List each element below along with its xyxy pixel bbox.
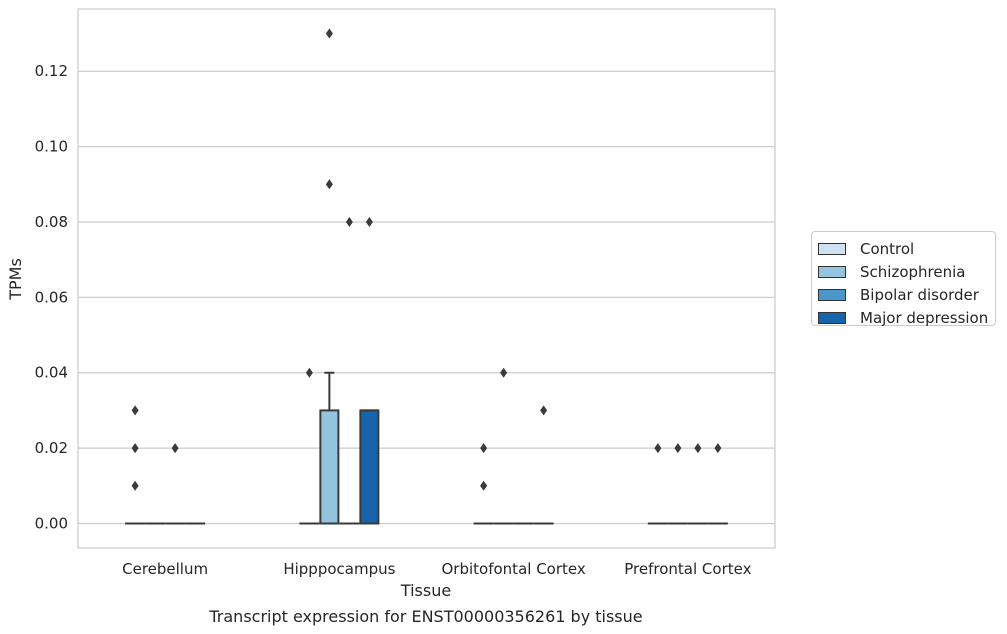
x-tick-labels: Cerebellum Hipppocampus Orbitofontal Corte… [122, 560, 751, 578]
box-body [319, 409, 340, 525]
outlier-point [171, 443, 179, 454]
legend-label: Control [860, 239, 915, 258]
box-major-depression [707, 443, 728, 525]
outlier-point [674, 443, 682, 454]
y-tick-labels: 0.00 0.02 0.04 0.06 0.08 0.10 0.12 [35, 62, 68, 532]
outlier-point [694, 443, 702, 454]
y-tick-label: 0.06 [35, 288, 68, 306]
y-tick-label: 0.12 [35, 62, 68, 80]
outlier-point [325, 179, 333, 190]
x-tick-label: Cerebellum [122, 560, 208, 578]
legend-swatch [818, 288, 846, 301]
outlier-point [500, 367, 508, 378]
gridlines [78, 70, 775, 525]
box-bipolar-disorder [165, 443, 186, 525]
legend-label: Major depression [860, 308, 989, 327]
legend-item: Schizophrenia [812, 260, 995, 283]
box-schizophrenia [493, 367, 514, 525]
box-bipolar-disorder [687, 443, 708, 525]
legend-label: Schizophrenia [860, 262, 966, 281]
y-tick-label: 0.00 [35, 515, 68, 533]
x-tick-label: Prefrontal Cortex [624, 560, 751, 578]
outlier-point [540, 405, 548, 416]
x-axis-label: Tissue [400, 581, 451, 600]
x-tick-label: Hipppocampus [283, 560, 395, 578]
legend-item: Bipolar disorder [812, 283, 995, 306]
legend-label: Bipolar disorder [860, 285, 979, 304]
legend-swatch [818, 311, 846, 324]
legend-swatch [818, 242, 846, 255]
outlier-point [654, 443, 662, 454]
box-control [473, 443, 494, 525]
y-tick-label: 0.10 [35, 138, 68, 156]
outlier-point [325, 28, 333, 39]
outlier-point [345, 216, 353, 227]
outlier-point [714, 443, 722, 454]
box-control [647, 443, 668, 525]
outlier-point [480, 480, 488, 491]
y-tick-label: 0.04 [35, 364, 68, 382]
box-major-depression [359, 216, 380, 525]
outlier-point [131, 443, 139, 454]
chart-title: Transcript expression for ENST0000035626… [208, 607, 642, 626]
box-body [359, 409, 380, 525]
box-schizophrenia [667, 443, 688, 525]
y-axis-label: TPMs [6, 258, 25, 301]
legend-item: Control [812, 237, 995, 260]
y-tick-label: 0.02 [35, 439, 68, 457]
box-marks [125, 28, 728, 525]
chart-legend: Control Schizophrenia Bipolar disorder Majo… [811, 231, 996, 329]
box-major-depression [533, 405, 554, 525]
legend-item: Major depression [812, 306, 995, 329]
plot-frame [77, 8, 776, 549]
box-control [125, 405, 146, 525]
outlier-point [131, 405, 139, 416]
outlier-point [365, 216, 373, 227]
outlier-point [305, 367, 313, 378]
x-tick-label: Orbitofontal Cortex [442, 560, 586, 578]
legend-swatch [818, 265, 846, 278]
y-tick-label: 0.08 [35, 213, 68, 231]
outlier-point [131, 480, 139, 491]
box-control [299, 367, 320, 525]
box-schizophrenia [319, 28, 340, 525]
box-bipolar-disorder [339, 216, 360, 525]
outlier-point [480, 443, 488, 454]
